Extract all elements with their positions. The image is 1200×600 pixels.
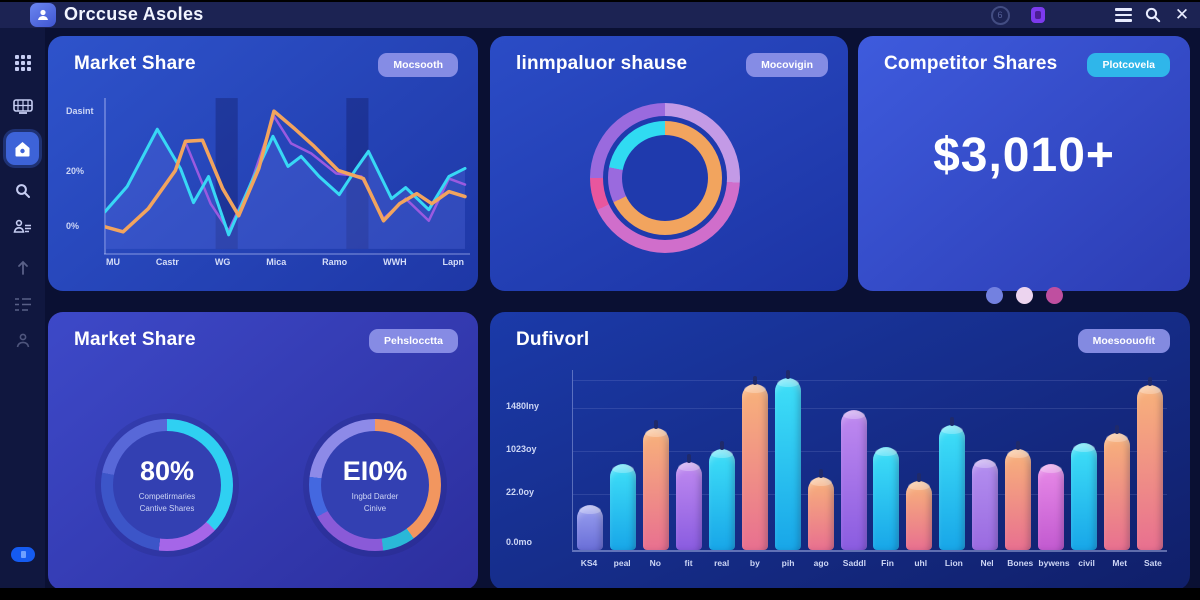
card-title: Competitor Shares <box>884 53 1058 74</box>
carousel-dot[interactable] <box>1045 287 1063 304</box>
gauge-label: Cinive <box>363 503 387 513</box>
gauge-value: EI0% <box>342 455 408 486</box>
y-axis-tick: 1480Iny <box>506 401 540 411</box>
bar-uhl[interactable] <box>906 473 933 550</box>
apps-grid-icon <box>14 54 31 71</box>
bar-pih[interactable] <box>774 370 801 550</box>
card-title: Market Share <box>74 53 196 74</box>
card-donut: linmpaluor shause Mocovigin <box>490 36 848 291</box>
gauge-ei0pct: EI0% Ingbd Darder Cinive <box>309 419 441 551</box>
x-axis-labels: MU Castr WG Mica Ramo WWH Lapn <box>106 257 464 267</box>
bar-peal[interactable] <box>609 464 636 550</box>
menu-icon[interactable] <box>1113 6 1133 24</box>
bar-KS4[interactable] <box>577 505 603 550</box>
top-black-strip <box>0 0 1200 2</box>
bar-Saddl[interactable] <box>840 410 867 550</box>
y-axis-tick: 20% <box>66 166 85 176</box>
keyboard-icon <box>12 98 33 114</box>
gauge-80pct: 80% Competirmaries Cantive Shares <box>101 419 233 551</box>
bar-by[interactable] <box>741 376 768 550</box>
bar-Sate[interactable] <box>1136 377 1163 550</box>
carousel-dots <box>858 287 1190 304</box>
sidebar-item-tasks[interactable] <box>6 288 39 321</box>
bar-fit[interactable] <box>675 454 702 550</box>
bar-Fin[interactable] <box>873 447 900 550</box>
close-icon[interactable]: ✕ <box>1174 5 1190 24</box>
gridline <box>573 408 1167 409</box>
team-icon <box>13 219 31 233</box>
card-competitor-shares: Competitor Shares Plotcovela $3,010+ <box>858 36 1190 304</box>
app-logo[interactable] <box>30 3 56 27</box>
card-market-share-line: Market Share Mocsooth Dasint 20% 0% MU Ca… <box>48 36 478 291</box>
gridline <box>573 380 1167 381</box>
search-icon <box>15 183 30 198</box>
home-icon <box>15 141 30 156</box>
gauge-label: Ingbd Darder <box>351 491 399 501</box>
y-axis-tick: Dasint <box>66 106 94 116</box>
list-icon <box>14 298 31 311</box>
bar-No[interactable] <box>642 420 669 550</box>
donut-chart <box>590 103 740 253</box>
bar-chart-plot <box>572 370 1167 552</box>
card-dufivorl-bars: Dufivorl Moesoouofit 1480Iny 1023oy 22.0… <box>490 312 1190 590</box>
bar-Nel[interactable] <box>972 459 999 550</box>
y-axis-tick: 22.0oy <box>506 487 535 497</box>
card-title: Market Share <box>74 329 196 350</box>
search-icon[interactable] <box>1143 6 1163 24</box>
card-gauges-badge-button[interactable]: Pehslocctta <box>369 329 458 353</box>
sidebar-item-home[interactable] <box>6 132 39 165</box>
y-axis-tick: 1023oy <box>506 444 537 454</box>
app-title: Orccuse Asoles <box>64 4 204 24</box>
sidebar-item-team[interactable] <box>6 210 39 243</box>
gauge-value: 80% <box>139 455 195 486</box>
sidebar-bottom-button[interactable] <box>11 547 35 562</box>
bars <box>577 370 1163 550</box>
bar-Met[interactable] <box>1104 425 1130 550</box>
person-icon <box>16 333 29 348</box>
sidebar <box>0 28 45 588</box>
gauge-label: Competirmaries <box>138 491 196 501</box>
x-axis-line <box>104 253 470 255</box>
bar-Lion[interactable] <box>939 417 966 550</box>
card-title: Dufivorl <box>516 329 590 350</box>
bar-civil[interactable] <box>1071 443 1098 550</box>
person-icon <box>38 9 48 20</box>
bar-ago[interactable] <box>807 469 834 550</box>
y-axis-tick: 0% <box>66 221 80 231</box>
bar-Bones[interactable] <box>1005 441 1032 550</box>
sidebar-item-profile[interactable] <box>6 324 39 357</box>
metric-value: $3,010+ <box>933 129 1115 182</box>
sidebar-item-search[interactable] <box>6 174 39 207</box>
topbar: Orccuse Asoles 6 ✕ <box>0 2 1200 28</box>
card-donut-badge-button[interactable]: Mocovigin <box>746 53 828 77</box>
card-bars-badge-button[interactable]: Moesoouofit <box>1077 329 1170 353</box>
y-axis-tick: 0.0mo <box>506 537 533 547</box>
gridline <box>573 494 1167 495</box>
carousel-dot[interactable] <box>1015 287 1033 304</box>
x-axis-labels: KS4 peal No fit real by pih ago Saddl Fin uhl Lion N… <box>580 558 1162 568</box>
sidebar-item-keyboard[interactable] <box>6 90 39 123</box>
arrow-up-icon <box>17 260 28 275</box>
card-metric-badge-button[interactable]: Plotcovela <box>1087 53 1170 77</box>
help-icon[interactable]: 6 <box>990 5 1010 25</box>
bottom-black-strip <box>0 588 1200 600</box>
notification-icon[interactable] <box>1028 6 1048 24</box>
y-axis-line <box>104 98 106 254</box>
sidebar-item-upload[interactable] <box>6 250 39 283</box>
bar-real[interactable] <box>708 441 735 550</box>
gridline <box>573 451 1167 452</box>
card-title: linmpaluor shause <box>516 53 688 74</box>
bar-bywens[interactable] <box>1038 464 1065 550</box>
line-chart <box>105 98 467 249</box>
carousel-dot[interactable] <box>985 287 1003 304</box>
card-line-badge-button[interactable]: Mocsooth <box>378 53 458 77</box>
donut-hole <box>622 135 708 221</box>
gauge-label: Cantive Shares <box>139 503 195 513</box>
sidebar-item-apps[interactable] <box>6 46 39 79</box>
